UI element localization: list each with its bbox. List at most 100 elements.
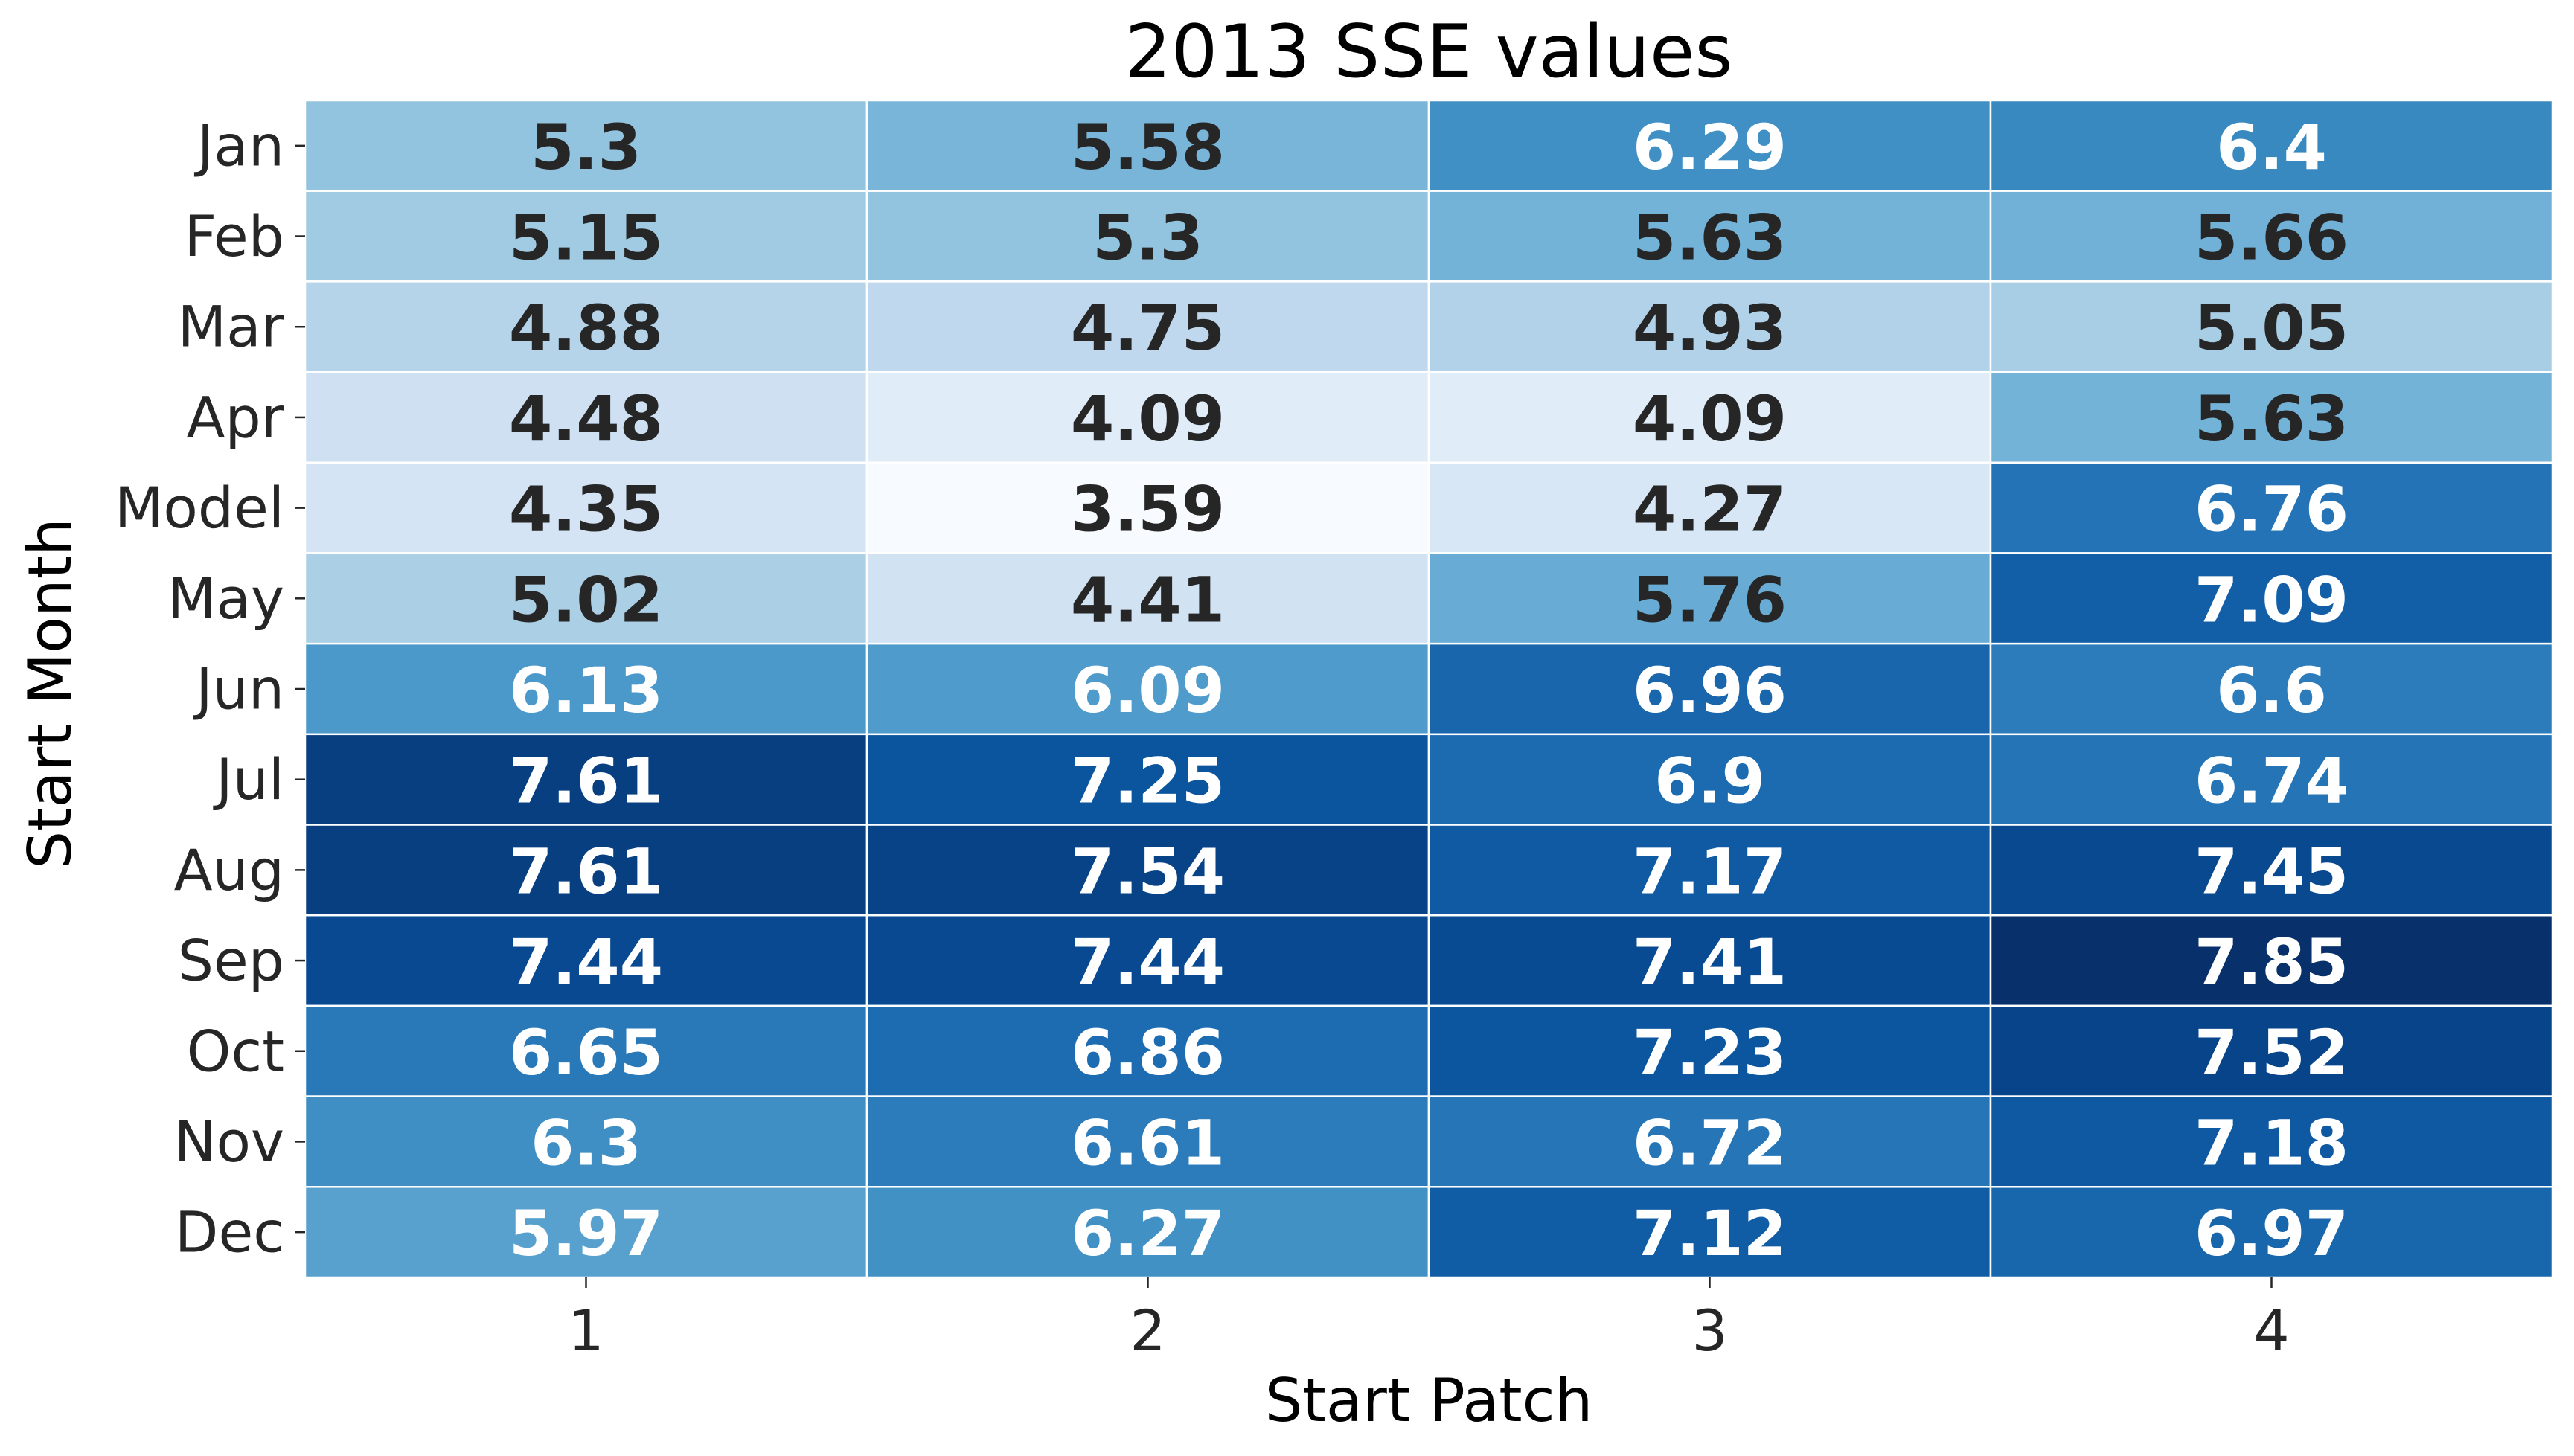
- y-tick-label: Jun: [193, 656, 284, 722]
- cell-value-label: 6.6: [2216, 654, 2327, 727]
- cell-value-label: 4.09: [1071, 382, 1225, 455]
- cell-value-label: 7.44: [1071, 926, 1225, 998]
- cell-value-label: 7.41: [1633, 926, 1787, 998]
- y-axis-label: Start Month: [16, 518, 85, 869]
- cell-value-label: 7.54: [1071, 835, 1225, 908]
- cell-value-label: 4.09: [1633, 382, 1787, 455]
- y-tick-label: Sep: [178, 928, 284, 994]
- heatmap-cell: [1989, 99, 2554, 192]
- heatmap-cell: [865, 1095, 1430, 1188]
- cell-value-label: 6.97: [2194, 1197, 2349, 1270]
- cell-value-label: 4.41: [1071, 563, 1225, 636]
- cell-value-label: 6.29: [1633, 111, 1787, 184]
- heatmap-cell: [1989, 461, 2554, 554]
- cell-value-label: 5.97: [509, 1197, 663, 1270]
- cell-value-label: 4.88: [509, 292, 663, 365]
- heatmap-cell: [1427, 461, 1992, 554]
- heatmap-cell: [304, 733, 868, 826]
- cell-value-label: 7.25: [1071, 745, 1225, 818]
- heatmap-cell: [1989, 1004, 2554, 1097]
- cell-value-label: 5.66: [2194, 202, 2349, 275]
- heatmap-cell: [1427, 1095, 1992, 1188]
- x-tick-label: 2: [1130, 1298, 1165, 1364]
- cell-value-label: 7.45: [2194, 835, 2349, 908]
- cell-value-label: 4.75: [1071, 292, 1225, 365]
- cell-value-label: 5.58: [1071, 111, 1225, 184]
- y-tick-labels: Jan Feb Mar Apr Model May Jun Jul Aug Sep Oct Nov De…: [115, 112, 305, 1266]
- heatmap-cell: [304, 371, 868, 464]
- heatmap-cell: [865, 552, 1430, 645]
- cell-value-label: 6.96: [1633, 654, 1787, 727]
- cell-value-label: 6.74: [2194, 745, 2349, 818]
- y-tick-label: Nov: [174, 1109, 284, 1175]
- cell-value-label: 5.05: [2194, 292, 2349, 365]
- heatmap-cell: [1427, 733, 1992, 826]
- cell-value-label: 6.27: [1071, 1197, 1225, 1270]
- x-tick-label: 4: [2253, 1298, 2289, 1364]
- heatmap-cell: [304, 99, 868, 192]
- heatmap-cell: [1427, 824, 1992, 917]
- chart-title: 2013 SSE values: [1125, 10, 1733, 94]
- cell-value-label: 5.02: [509, 563, 663, 636]
- cell-value-label: 7.52: [2194, 1016, 2349, 1089]
- heatmap-cell: [1989, 914, 2554, 1007]
- cell-value-label: 7.09: [2194, 563, 2349, 636]
- cell-value-label: 5.3: [1092, 202, 1203, 275]
- y-tick-label: Aug: [174, 837, 284, 903]
- cell-value-label: 6.72: [1633, 1106, 1787, 1179]
- cell-value-label: 5.63: [1633, 202, 1787, 275]
- cell-value-label: 6.76: [2194, 473, 2349, 546]
- cell-value-label: 5.3: [531, 111, 641, 184]
- heatmap-cell: [304, 1186, 868, 1279]
- heatmap-cell: [1427, 99, 1992, 192]
- cell-value-label: 6.09: [1071, 654, 1225, 727]
- cell-value-label: 7.44: [509, 926, 663, 998]
- cell-value-label: 6.61: [1071, 1106, 1225, 1179]
- cell-value-label: 4.48: [509, 382, 663, 455]
- cell-value-label: 7.17: [1633, 835, 1787, 908]
- heatmap-cell: [865, 280, 1430, 373]
- cell-value-label: 7.61: [509, 745, 663, 818]
- y-tick-label: Oct: [187, 1018, 284, 1084]
- cell-value-label: 7.61: [509, 835, 663, 908]
- y-tick-label: Jul: [213, 746, 284, 812]
- cell-value-label: 5.76: [1633, 563, 1787, 636]
- heatmap-cells: 5.3 5.58 6.29 6.4 5.15 5.3 5.63 5.66 4.88 4.75 4.9…: [304, 99, 2554, 1279]
- cell-value-label: 7.12: [1633, 1197, 1787, 1270]
- heatmap-cell: [304, 1095, 868, 1188]
- x-tick-label: 3: [1691, 1298, 1727, 1364]
- heatmap-cell: [865, 1186, 1430, 1279]
- y-tick-label: Model: [115, 475, 284, 541]
- heatmap-cell: [865, 914, 1430, 1007]
- cell-value-label: 5.15: [509, 202, 663, 275]
- heatmap-cell: [1989, 552, 2554, 645]
- y-tick-label: May: [167, 565, 284, 632]
- cell-value-label: 6.4: [2216, 111, 2327, 184]
- x-axis-label: Start Patch: [1265, 1366, 1593, 1435]
- cell-value-label: 4.35: [509, 473, 663, 546]
- cell-value-label: 7.85: [2194, 926, 2349, 998]
- cell-value-label: 6.86: [1071, 1016, 1225, 1089]
- heatmap-cell: [1989, 1095, 2554, 1188]
- heatmap-cell: [1989, 190, 2554, 283]
- heatmap-cell: [865, 371, 1430, 464]
- heatmap-cell: [304, 190, 868, 283]
- heatmap-cell: [1427, 642, 1992, 736]
- y-tick-label: Jan: [194, 112, 284, 179]
- cell-value-label: 3.59: [1071, 473, 1225, 546]
- cell-value-label: 5.63: [2194, 382, 2349, 455]
- heatmap-cell: [865, 99, 1430, 192]
- cell-value-label: 6.9: [1654, 745, 1765, 818]
- heatmap-cell: [1427, 1004, 1992, 1097]
- heatmap-cell: [304, 552, 868, 645]
- heatmap-cell: [304, 461, 868, 554]
- cell-value-label: 4.93: [1633, 292, 1787, 365]
- heatmap-cell: [1989, 824, 2554, 917]
- y-tick-label: Feb: [184, 203, 284, 269]
- cell-value-label: 6.65: [509, 1016, 663, 1089]
- heatmap-cell: [1427, 552, 1992, 645]
- heatmap-cell: [1989, 280, 2554, 373]
- heatmap-cell: [865, 1004, 1430, 1097]
- heatmap-cell: [304, 642, 868, 736]
- x-tick-labels: 1 2 3 4: [568, 1277, 2290, 1364]
